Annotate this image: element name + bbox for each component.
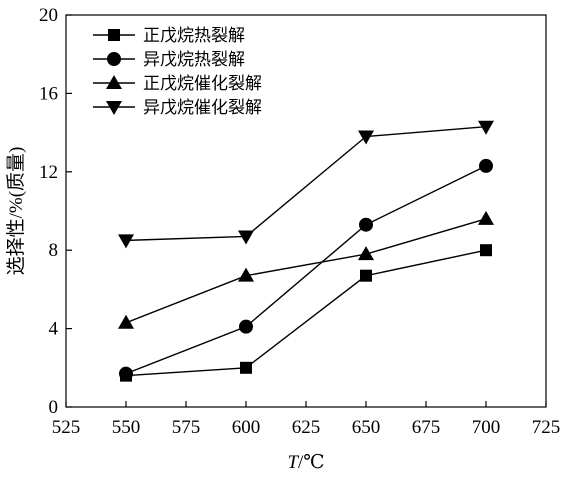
x-tick-label: 675 [412, 417, 441, 438]
legend-marker [106, 101, 122, 115]
data-point [238, 267, 254, 282]
legend-item: 异戊烷热裂解 [93, 50, 245, 70]
data-point [238, 230, 254, 245]
x-axis-title: T/℃ [287, 452, 324, 473]
data-point [358, 246, 374, 261]
x-axis-unit: /℃ [298, 452, 325, 473]
data-point [118, 234, 134, 249]
data-point [239, 319, 253, 334]
legend-label: 异戊烷热裂解 [143, 50, 245, 70]
y-tick-label: 16 [39, 83, 58, 104]
data-point [118, 314, 134, 329]
data-point [479, 158, 493, 173]
legend-label: 异戊烷催化裂解 [143, 98, 262, 118]
data-point [478, 210, 494, 225]
data-point [478, 120, 494, 135]
data-point [359, 217, 373, 232]
x-tick-labels: 525 550 575 600 625 650 675 700 725 [52, 417, 561, 438]
data-point [119, 366, 133, 381]
data-point [360, 269, 372, 282]
legend-label: 正戊烷催化裂解 [143, 74, 262, 94]
series-layer [118, 120, 494, 382]
x-axis-variable: T [287, 452, 299, 473]
x-tick-label: 700 [472, 417, 501, 438]
plot-frame [65, 14, 547, 408]
x-tick-label: 650 [352, 417, 381, 438]
data-point [480, 244, 492, 257]
legend-item: 异戊烷催化裂解 [93, 98, 262, 118]
legend-label: 正戊烷热裂解 [143, 26, 245, 46]
x-tick-label: 550 [112, 417, 141, 438]
y-tick-label: 12 [39, 162, 58, 183]
data-point [358, 130, 374, 145]
y-tick-label: 4 [49, 319, 59, 340]
series-line [125, 126, 487, 242]
series-triangle-down [118, 120, 494, 249]
series-circle [119, 158, 493, 381]
y-axis-title: 选择性/%(质量) [5, 147, 27, 276]
series-triangle-up [118, 210, 494, 329]
series-line [125, 249, 487, 377]
y-tick-label: 20 [39, 5, 58, 26]
axis-ticks [65, 14, 547, 408]
x-tick-label: 625 [292, 417, 321, 438]
series-line [125, 218, 487, 324]
y-tick-label: 0 [49, 397, 59, 418]
y-tick-label: 8 [49, 240, 59, 261]
x-tick-label: 600 [232, 417, 261, 438]
y-tick-labels: 0 4 8 12 16 20 [39, 5, 59, 418]
legend-marker [107, 52, 121, 66]
legend-marker [106, 75, 122, 89]
x-tick-label: 575 [172, 417, 201, 438]
data-point [240, 361, 252, 374]
x-tick-label: 525 [52, 417, 81, 438]
legend-item: 正戊烷催化裂解 [93, 74, 262, 94]
legend-marker [108, 29, 120, 41]
legend-item: 正戊烷热裂解 [93, 26, 245, 46]
series-line [125, 165, 487, 375]
x-tick-label: 725 [532, 417, 561, 438]
